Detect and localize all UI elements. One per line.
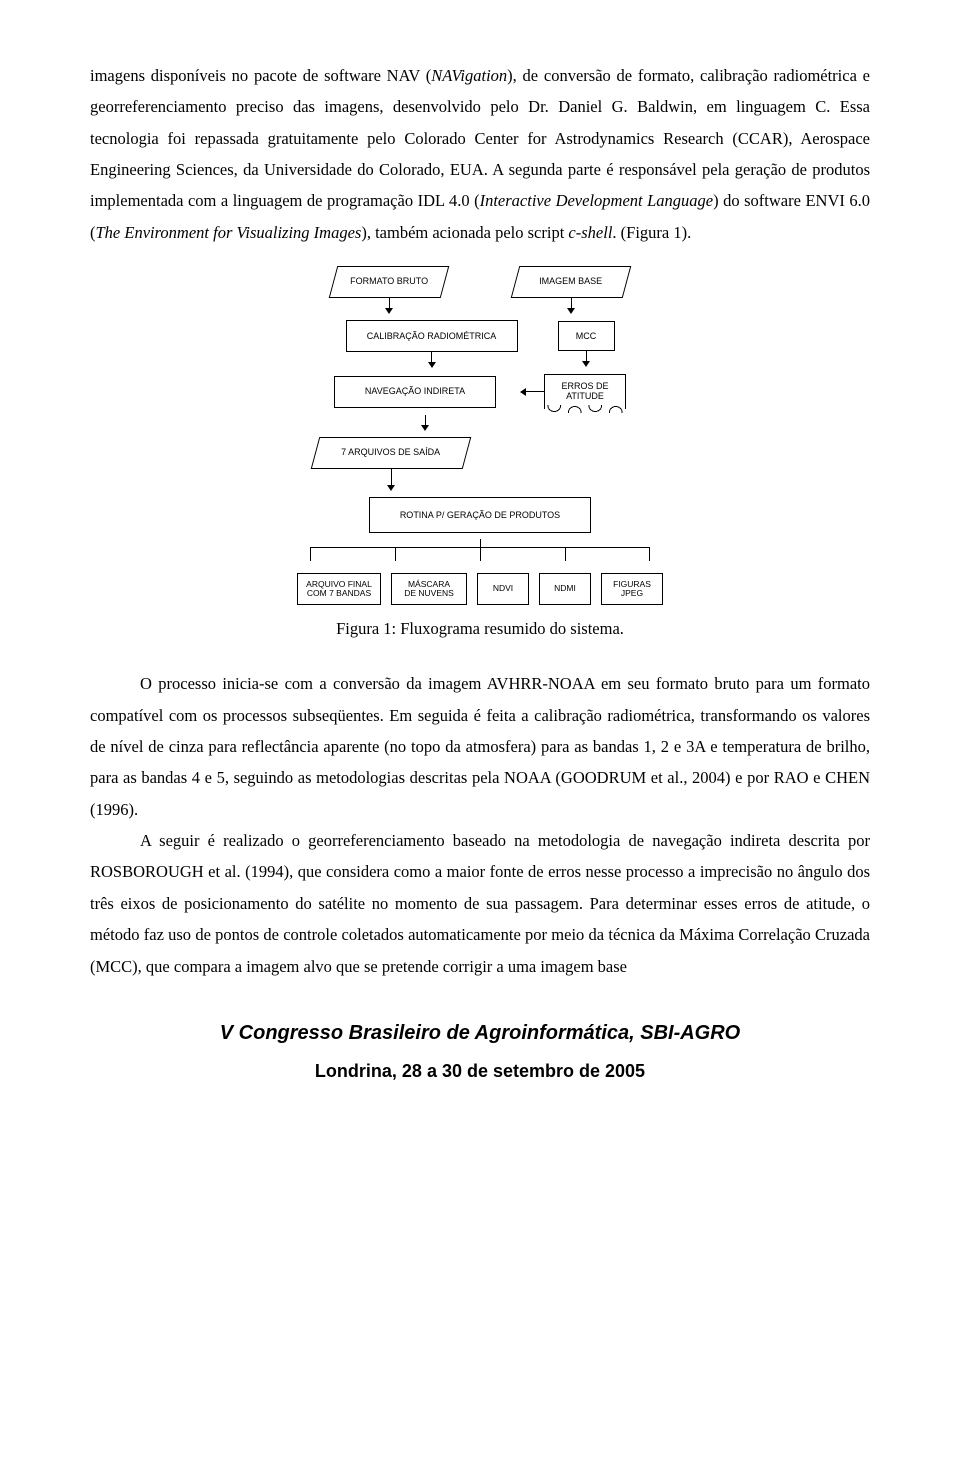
node-out1: ARQUIVO FINALCOM 7 BANDAS: [297, 573, 381, 605]
node-mcc: MCC: [558, 321, 615, 351]
figure-caption: Figura 1: Fluxograma resumido do sistema…: [90, 613, 870, 644]
p1-a: imagens disponíveis no pacote de softwar…: [90, 66, 431, 85]
node-sete-arquivos: 7 ARQUIVOS DE SAÍDA: [311, 437, 472, 469]
node-calibracao: CALIBRAÇÃO RADIOMÉTRICA: [346, 320, 518, 352]
node-imagem-base: IMAGEM BASE: [511, 266, 632, 298]
p1-nav: NAVigation: [431, 66, 507, 85]
node-erros-atitude: ERROS DEATITUDE: [544, 374, 626, 409]
p1-envi: The Environment for Visualizing Images: [96, 223, 362, 242]
paragraph-3: A seguir é realizado o georreferenciamen…: [90, 825, 870, 982]
p1-cshell: c-shell: [568, 223, 612, 242]
split-connector: [280, 547, 680, 561]
node-formato-bruto: FORMATO BRUTO: [329, 266, 450, 298]
p1-idl: Interactive Development Language: [480, 191, 714, 210]
footer-line2: Londrina, 28 a 30 de setembro de 2005: [90, 1054, 870, 1088]
p1-b: ), de conversão de formato, calibração r…: [90, 66, 870, 210]
node-out3: NDVI: [477, 573, 529, 605]
erros-label: ERROS DEATITUDE: [561, 382, 608, 402]
paragraph-1: imagens disponíveis no pacote de softwar…: [90, 60, 870, 248]
output-row: ARQUIVO FINALCOM 7 BANDAS MÁSCARADE NUVE…: [265, 573, 695, 605]
page-footer: V Congresso Brasileiro de Agroinformátic…: [90, 1014, 870, 1088]
footer-line1: V Congresso Brasileiro de Agroinformátic…: [90, 1014, 870, 1052]
node-out5: FIGURASJPEG: [601, 573, 663, 605]
node-navegacao: NAVEGAÇÃO INDIRETA: [334, 376, 496, 408]
p1-d: ), também acionada pelo script: [361, 223, 568, 242]
p1-e: . (Figura 1).: [612, 223, 691, 242]
flowchart-figure: FORMATO BRUTO IMAGEM BASE CALIBRAÇÃO RAD…: [265, 266, 695, 605]
node-rotina: ROTINA P/ GERAÇÃO DE PRODUTOS: [369, 497, 591, 533]
node-out2: MÁSCARADE NUVENS: [391, 573, 467, 605]
paragraph-2: O processo inicia-se com a conversão da …: [90, 668, 870, 825]
node-out4: NDMI: [539, 573, 591, 605]
